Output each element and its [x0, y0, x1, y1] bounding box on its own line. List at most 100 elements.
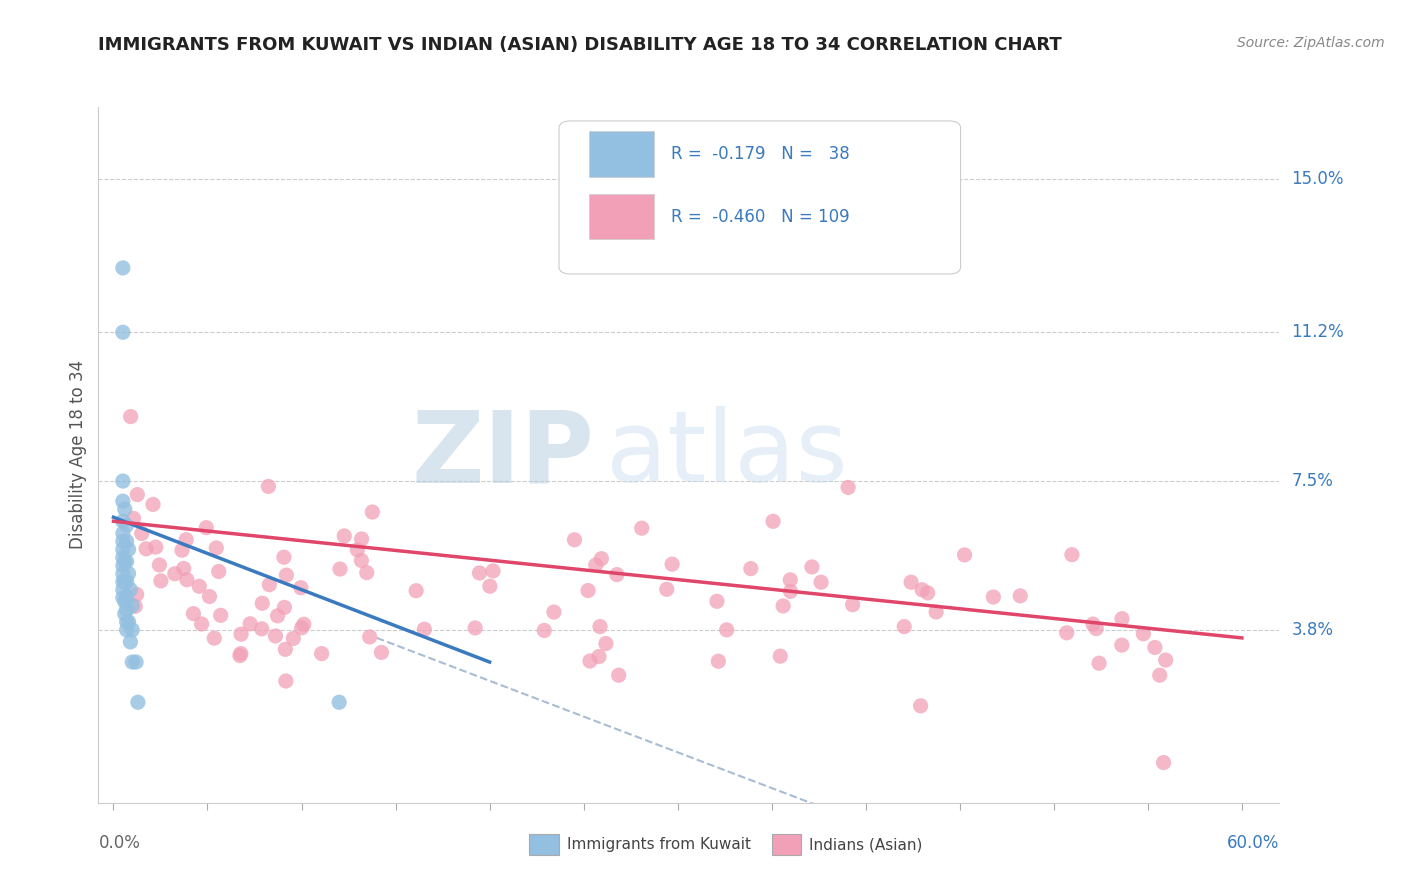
Point: [810, 575, 832, 590]
Text: Indians (Asian): Indians (Asian): [810, 837, 922, 852]
Point: [127, 695, 149, 709]
Point: [114, 595, 136, 609]
Point: [800, 560, 823, 574]
Point: [1060, 548, 1083, 562]
Point: [917, 586, 939, 600]
Text: 11.2%: 11.2%: [1291, 323, 1344, 342]
Point: [591, 551, 613, 566]
Point: [405, 583, 427, 598]
Point: [202, 631, 225, 645]
Point: [111, 514, 134, 528]
Point: [274, 642, 297, 657]
Point: [117, 566, 139, 581]
Point: [115, 574, 138, 589]
Point: [333, 529, 356, 543]
Point: [121, 623, 143, 637]
Point: [716, 623, 738, 637]
Point: [208, 565, 231, 579]
Point: [114, 554, 136, 568]
Text: R =  -0.460   N = 109: R = -0.460 N = 109: [671, 208, 849, 226]
Point: [163, 566, 186, 581]
Point: [273, 600, 295, 615]
Point: [564, 533, 586, 547]
Point: [706, 594, 728, 608]
Point: [290, 581, 312, 595]
Text: 0.0%: 0.0%: [98, 834, 141, 852]
Point: [328, 695, 350, 709]
Point: [195, 521, 218, 535]
Point: [115, 518, 138, 533]
Point: [585, 558, 607, 572]
Point: [329, 562, 352, 576]
Point: [837, 480, 859, 494]
Point: [1111, 638, 1133, 652]
Point: [543, 605, 565, 619]
Point: [115, 554, 138, 568]
Point: [482, 564, 505, 578]
Point: [1056, 625, 1078, 640]
Point: [115, 615, 138, 629]
Point: [205, 541, 228, 555]
Point: [229, 627, 252, 641]
Point: [115, 591, 138, 605]
Point: [114, 574, 136, 589]
Point: [533, 624, 555, 638]
Point: [115, 623, 138, 637]
Point: [762, 514, 785, 528]
Point: [273, 550, 295, 565]
Point: [740, 561, 762, 575]
Point: [576, 583, 599, 598]
Point: [115, 534, 138, 549]
Text: 60.0%: 60.0%: [1227, 834, 1279, 852]
Text: R =  -0.179   N =   38: R = -0.179 N = 38: [671, 145, 851, 163]
Point: [1149, 668, 1171, 682]
Text: 7.5%: 7.5%: [1291, 472, 1333, 490]
Point: [370, 645, 392, 659]
Point: [114, 502, 136, 516]
Point: [142, 498, 165, 512]
Point: [131, 526, 153, 541]
Point: [148, 558, 170, 572]
Point: [111, 534, 134, 549]
Point: [111, 526, 134, 541]
Point: [1081, 617, 1104, 632]
Point: [478, 579, 501, 593]
Point: [274, 673, 297, 688]
Point: [125, 587, 148, 601]
Point: [464, 621, 486, 635]
Bar: [530, 834, 560, 855]
Point: [769, 649, 792, 664]
Point: [111, 260, 134, 275]
Point: [114, 607, 136, 621]
Point: [264, 629, 287, 643]
Point: [630, 521, 652, 535]
Point: [121, 655, 143, 669]
Point: [115, 603, 138, 617]
Text: 15.0%: 15.0%: [1291, 170, 1344, 188]
Text: 3.8%: 3.8%: [1291, 621, 1333, 639]
Point: [900, 575, 922, 590]
Point: [607, 668, 630, 682]
Point: [661, 557, 683, 571]
Point: [250, 622, 273, 636]
Point: [413, 622, 436, 636]
Point: [174, 533, 197, 547]
Point: [209, 608, 232, 623]
Bar: [589, 131, 654, 177]
Point: [1111, 612, 1133, 626]
Point: [1010, 589, 1032, 603]
Point: [606, 567, 628, 582]
Point: [595, 636, 617, 650]
Point: [468, 566, 491, 580]
Point: [841, 598, 863, 612]
Point: [655, 582, 678, 597]
FancyBboxPatch shape: [560, 121, 960, 274]
Point: [910, 698, 932, 713]
Point: [588, 649, 610, 664]
Point: [779, 573, 801, 587]
Point: [311, 647, 333, 661]
Point: [111, 566, 134, 581]
Point: [149, 574, 172, 588]
Point: [1143, 640, 1166, 655]
Text: Immigrants from Kuwait: Immigrants from Kuwait: [567, 837, 751, 852]
